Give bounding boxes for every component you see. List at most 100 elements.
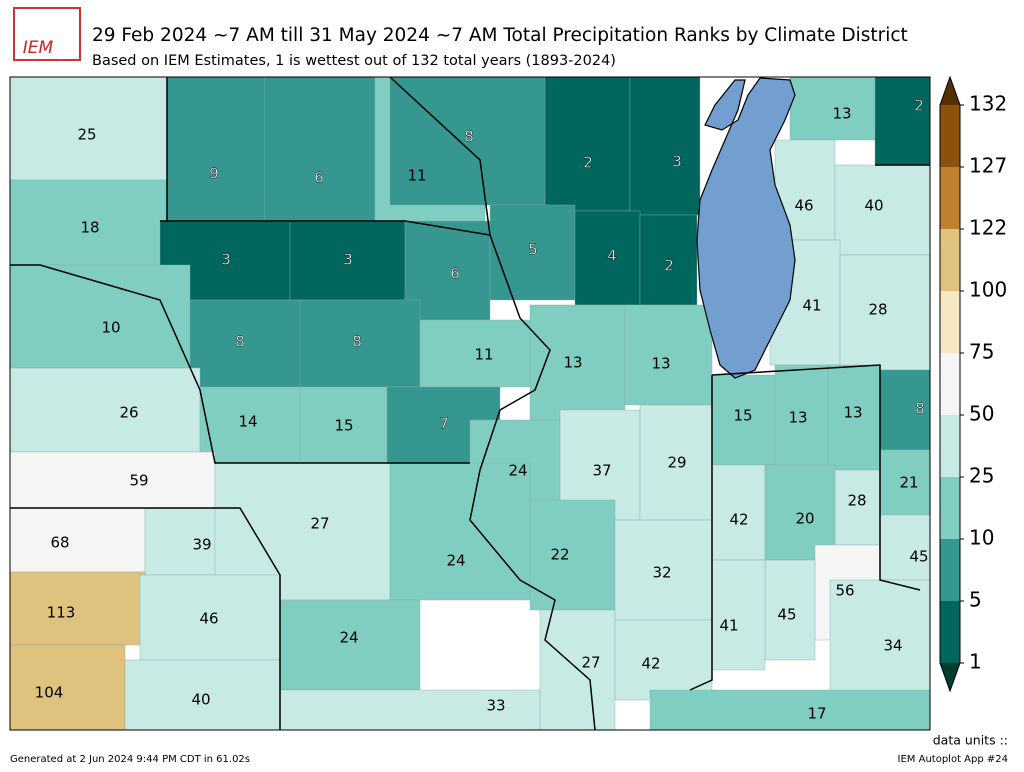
districts <box>9 76 931 731</box>
district <box>9 571 146 646</box>
district <box>299 299 421 388</box>
district <box>829 579 931 701</box>
district-label: 40 <box>191 691 210 709</box>
district <box>419 319 546 388</box>
district <box>489 204 576 301</box>
colorbar-segment <box>940 291 960 353</box>
district-label: 59 <box>129 472 148 490</box>
district-label: 4 <box>607 247 617 265</box>
district <box>539 609 616 731</box>
district-label: 45 <box>777 606 796 624</box>
district-label: 24 <box>508 462 527 480</box>
district-label: 15 <box>334 417 353 435</box>
colorbar: 1 5 10 25 50 75 100 122 127 132 <box>939 75 1007 693</box>
district-label: 5 <box>528 241 538 259</box>
district-label: 41 <box>802 297 821 315</box>
district-label: 113 <box>47 604 76 622</box>
district-label: 41 <box>719 617 738 635</box>
district <box>764 464 836 561</box>
district-label: 22 <box>550 546 569 564</box>
district-label: 34 <box>883 637 902 655</box>
colorbar-segment <box>940 229 960 291</box>
district <box>879 369 931 451</box>
map-frame <box>9 76 931 731</box>
district-label: 37 <box>592 462 611 480</box>
colorbar-under <box>940 663 960 691</box>
district-label: 6 <box>450 265 460 283</box>
generated: Generated at 2 Jun 2024 9:44 PM CDT in 6… <box>10 754 250 765</box>
district <box>789 76 876 141</box>
logo: IEM <box>23 38 54 58</box>
district-label: 42 <box>641 655 660 673</box>
colorbar-segment <box>940 601 960 663</box>
district <box>839 254 931 371</box>
district <box>639 214 698 306</box>
district <box>774 364 829 466</box>
colorbar-segment <box>940 415 960 477</box>
district-label: 25 <box>77 126 96 144</box>
district-label: 29 <box>667 454 686 472</box>
colorbar-tick-label: 10 <box>969 526 994 550</box>
district <box>764 559 816 661</box>
district-label: 8 <box>464 128 474 146</box>
district-label: 2 <box>914 97 924 115</box>
district <box>834 164 931 256</box>
district <box>827 364 881 471</box>
district-label: 32 <box>652 564 671 582</box>
district <box>614 519 713 621</box>
district <box>279 689 541 731</box>
district <box>879 514 931 581</box>
district-label: 27 <box>310 515 329 533</box>
district-label: 13 <box>832 105 851 123</box>
district <box>874 76 931 166</box>
district <box>9 507 146 573</box>
units-label: data units :: <box>933 733 1008 748</box>
district <box>9 644 126 731</box>
colorbar-tick-label: 25 <box>969 464 994 488</box>
district-label: 40 <box>864 197 883 215</box>
district <box>711 559 766 671</box>
district <box>264 76 376 222</box>
colorbar-segment <box>940 353 960 415</box>
district-label: 20 <box>795 510 814 528</box>
district-label: 24 <box>339 629 358 647</box>
colorbar-segment <box>940 167 960 229</box>
district-label: 68 <box>50 534 69 552</box>
colorbar-tick-label: 75 <box>969 340 994 364</box>
district-label: 46 <box>199 610 218 628</box>
district-label: 45 <box>909 548 928 566</box>
district-label: 21 <box>899 474 918 492</box>
district-label: 28 <box>868 301 887 319</box>
district-label: 24 <box>446 552 465 570</box>
colorbar-segment <box>940 477 960 539</box>
district-label: 39 <box>192 536 211 554</box>
district-label: 17 <box>807 705 826 723</box>
logo-frame <box>13 7 81 61</box>
district-label: 8 <box>352 333 362 351</box>
district-label: 3 <box>672 153 682 171</box>
colorbar-tick-label: 122 <box>969 216 1007 240</box>
colorbar-tick-label: 132 <box>969 92 1007 116</box>
district <box>614 619 713 701</box>
district-label: 10 <box>101 319 120 337</box>
district <box>289 220 406 301</box>
district-label: 11 <box>407 167 426 185</box>
district <box>649 689 931 731</box>
district-label: 56 <box>835 582 854 600</box>
colorbar-tick-label: 50 <box>969 402 994 426</box>
district <box>124 659 281 731</box>
district-label: 18 <box>80 219 99 237</box>
district <box>629 76 701 216</box>
district <box>389 76 546 206</box>
colorbar-segment <box>940 539 960 601</box>
district-label: 3 <box>343 251 353 269</box>
district <box>624 304 713 406</box>
subtitle: Based on IEM Estimates, 1 is wettest out… <box>92 53 616 69</box>
district <box>389 462 531 601</box>
district <box>9 264 191 369</box>
district <box>9 179 168 266</box>
district <box>574 210 641 306</box>
district-label: 11 <box>474 346 493 364</box>
district-label: 13 <box>843 404 862 422</box>
colorbar-tick-label: 127 <box>969 154 1007 178</box>
